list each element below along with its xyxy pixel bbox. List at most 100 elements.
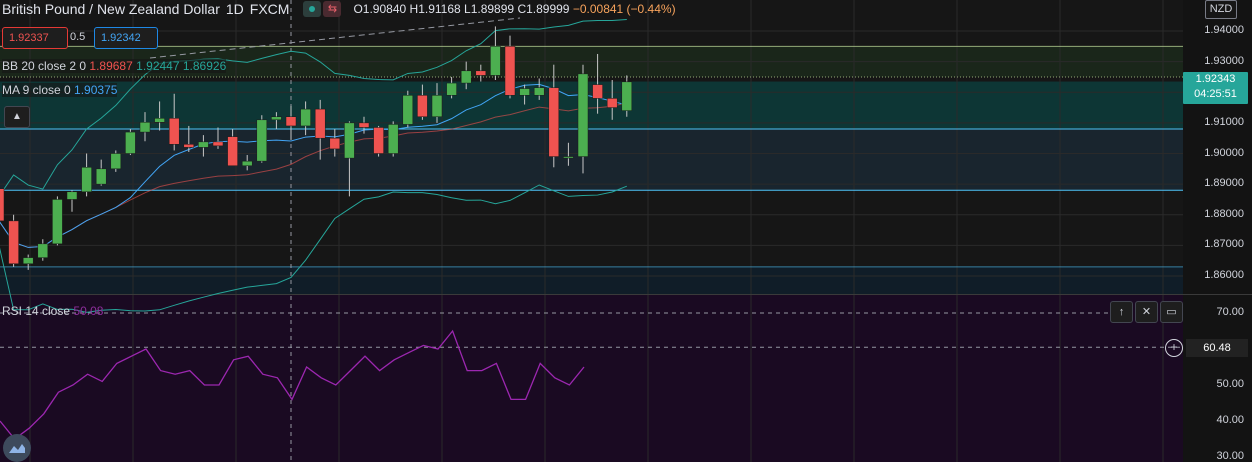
price-tick-label: 1.91000 [1204,115,1244,128]
candle-body [314,108,326,139]
current-price: 1.92343 [1195,73,1236,85]
candle-body [504,46,516,96]
rsi-label: RSI 14 close [2,304,71,318]
candle-body [241,160,253,166]
arrow-up-icon: ↑ [1118,306,1125,318]
price-tick-label: 1.90000 [1204,146,1244,159]
candle-body [52,199,63,245]
candle-body [227,136,238,166]
exchange-label: FXCM [249,1,290,17]
candle-body [271,116,282,121]
ohlc-low: L1.89899 [464,2,515,16]
arrows-icon[interactable]: ⇆ [323,1,342,17]
spread-label: 0.5 [70,31,86,43]
add-alert-button[interactable]: + [1165,339,1183,357]
current-price-label: 1.92343 04:25:51 [1183,72,1248,104]
circle-icon[interactable] [303,1,322,17]
countdown-timer: 04:25:51 [1194,88,1237,100]
ohlc-close: C1.89999 [517,2,570,16]
candle-body [344,122,355,159]
candle-body [592,84,603,99]
interval-label[interactable]: 1D [225,1,244,17]
rsi-legend-value: 50.08 [73,304,104,318]
zone-band-lower [0,129,1183,191]
price-tick-label: 1.86000 [1204,269,1244,281]
candle-body [577,73,589,157]
ma-value: 1.90375 [74,83,118,97]
sell-button[interactable]: 1.92337 [2,27,68,49]
bb-lower-value: 1.86926 [182,59,227,73]
candle-body [402,95,414,125]
candle-body [606,98,618,108]
bb-legend[interactable]: BB 20 close 2 0 1.89687 1.92447 1.86926 [2,59,227,73]
ohlc-high: H1.91168 [409,2,461,16]
ohlc-change: −0.00841 (−0.44%) [572,2,676,16]
logo-icon [9,444,25,453]
candle-body [387,124,399,154]
ma-legend[interactable]: MA 9 close 0 1.90375 [2,83,118,97]
candle-body [519,88,530,96]
candle-body [8,220,19,264]
price-tick-label: 1.94000 [1204,24,1244,36]
candle-body [81,167,92,193]
tradingview-logo[interactable] [3,434,31,462]
bb-basis-value: 1.89687 [89,59,133,73]
candle-body [621,81,633,111]
rsi-tick-label: 50.00 [1216,378,1244,390]
rsi-tick-label: 40.00 [1216,414,1244,426]
move-pane-up-button[interactable]: ↑ [1110,301,1133,323]
candle-body [475,70,487,76]
close-pane-button[interactable]: ✕ [1135,301,1158,323]
zone-band-bottom [0,266,1183,294]
candle-body [256,119,268,162]
ohlc-values: O1.90840 H1.91168 L1.89899 C1.89999 −0.0… [353,2,675,16]
candle-body [548,87,560,157]
maximize-icon: ▭ [1166,306,1177,318]
maximize-pane-button[interactable]: ▭ [1160,301,1183,323]
candle-body [168,118,180,145]
candle-body [285,116,297,127]
plus-icon: + [1170,340,1178,354]
price-tick-label: 1.87000 [1204,238,1244,251]
price-tick-label: 1.88000 [1204,207,1244,220]
candle-body [110,153,122,170]
price-tick-label: 1.93000 [1204,54,1244,67]
rsi-pane-bg [0,295,1252,462]
candle-body [139,122,151,133]
candle-body [373,127,384,154]
candle-body [358,122,370,128]
rsi-line [0,329,585,440]
close-icon: ✕ [1141,306,1152,318]
candle-body [417,95,428,117]
candle-body [125,131,136,154]
candle-body [300,108,311,127]
candle-body [329,137,341,150]
candle-body [183,144,195,148]
currency-badge[interactable]: NZD [1205,0,1237,19]
bb-label: BB 20 close 2 0 [2,59,87,73]
candle-body [154,118,165,123]
rsi-current-value: 60.48 [1186,339,1248,357]
zone-band-upper [0,81,1183,129]
rsi-tick-label: 30.00 [1216,450,1244,462]
price-tick-label: 1.89000 [1204,177,1244,190]
bb-upper-line [0,19,627,196]
buy-button[interactable]: 1.92342 [94,27,158,49]
candle-body [0,188,5,222]
candle-body [22,257,34,264]
rsi-legend[interactable]: RSI 14 close 50.08 [2,304,103,318]
symbol-title[interactable]: British Pound / New Zealand Dollar [2,1,220,17]
ma-line [0,83,627,248]
bb-lower-line [0,184,627,313]
bb-upper-value: 1.92447 [136,59,180,73]
price-axis-bg [1183,0,1252,462]
candle-body [66,191,78,200]
rsi-tick-label: 70.00 [1216,306,1244,318]
candle-body [563,156,574,159]
chevron-up-icon: ▲ [12,111,22,122]
symbol-header: British Pound / New Zealand Dollar 1D FX… [2,1,676,17]
collapse-legend-button[interactable]: ▲ [4,106,30,128]
ohlc-open: O1.90840 [353,2,407,16]
candle-body [431,95,443,117]
